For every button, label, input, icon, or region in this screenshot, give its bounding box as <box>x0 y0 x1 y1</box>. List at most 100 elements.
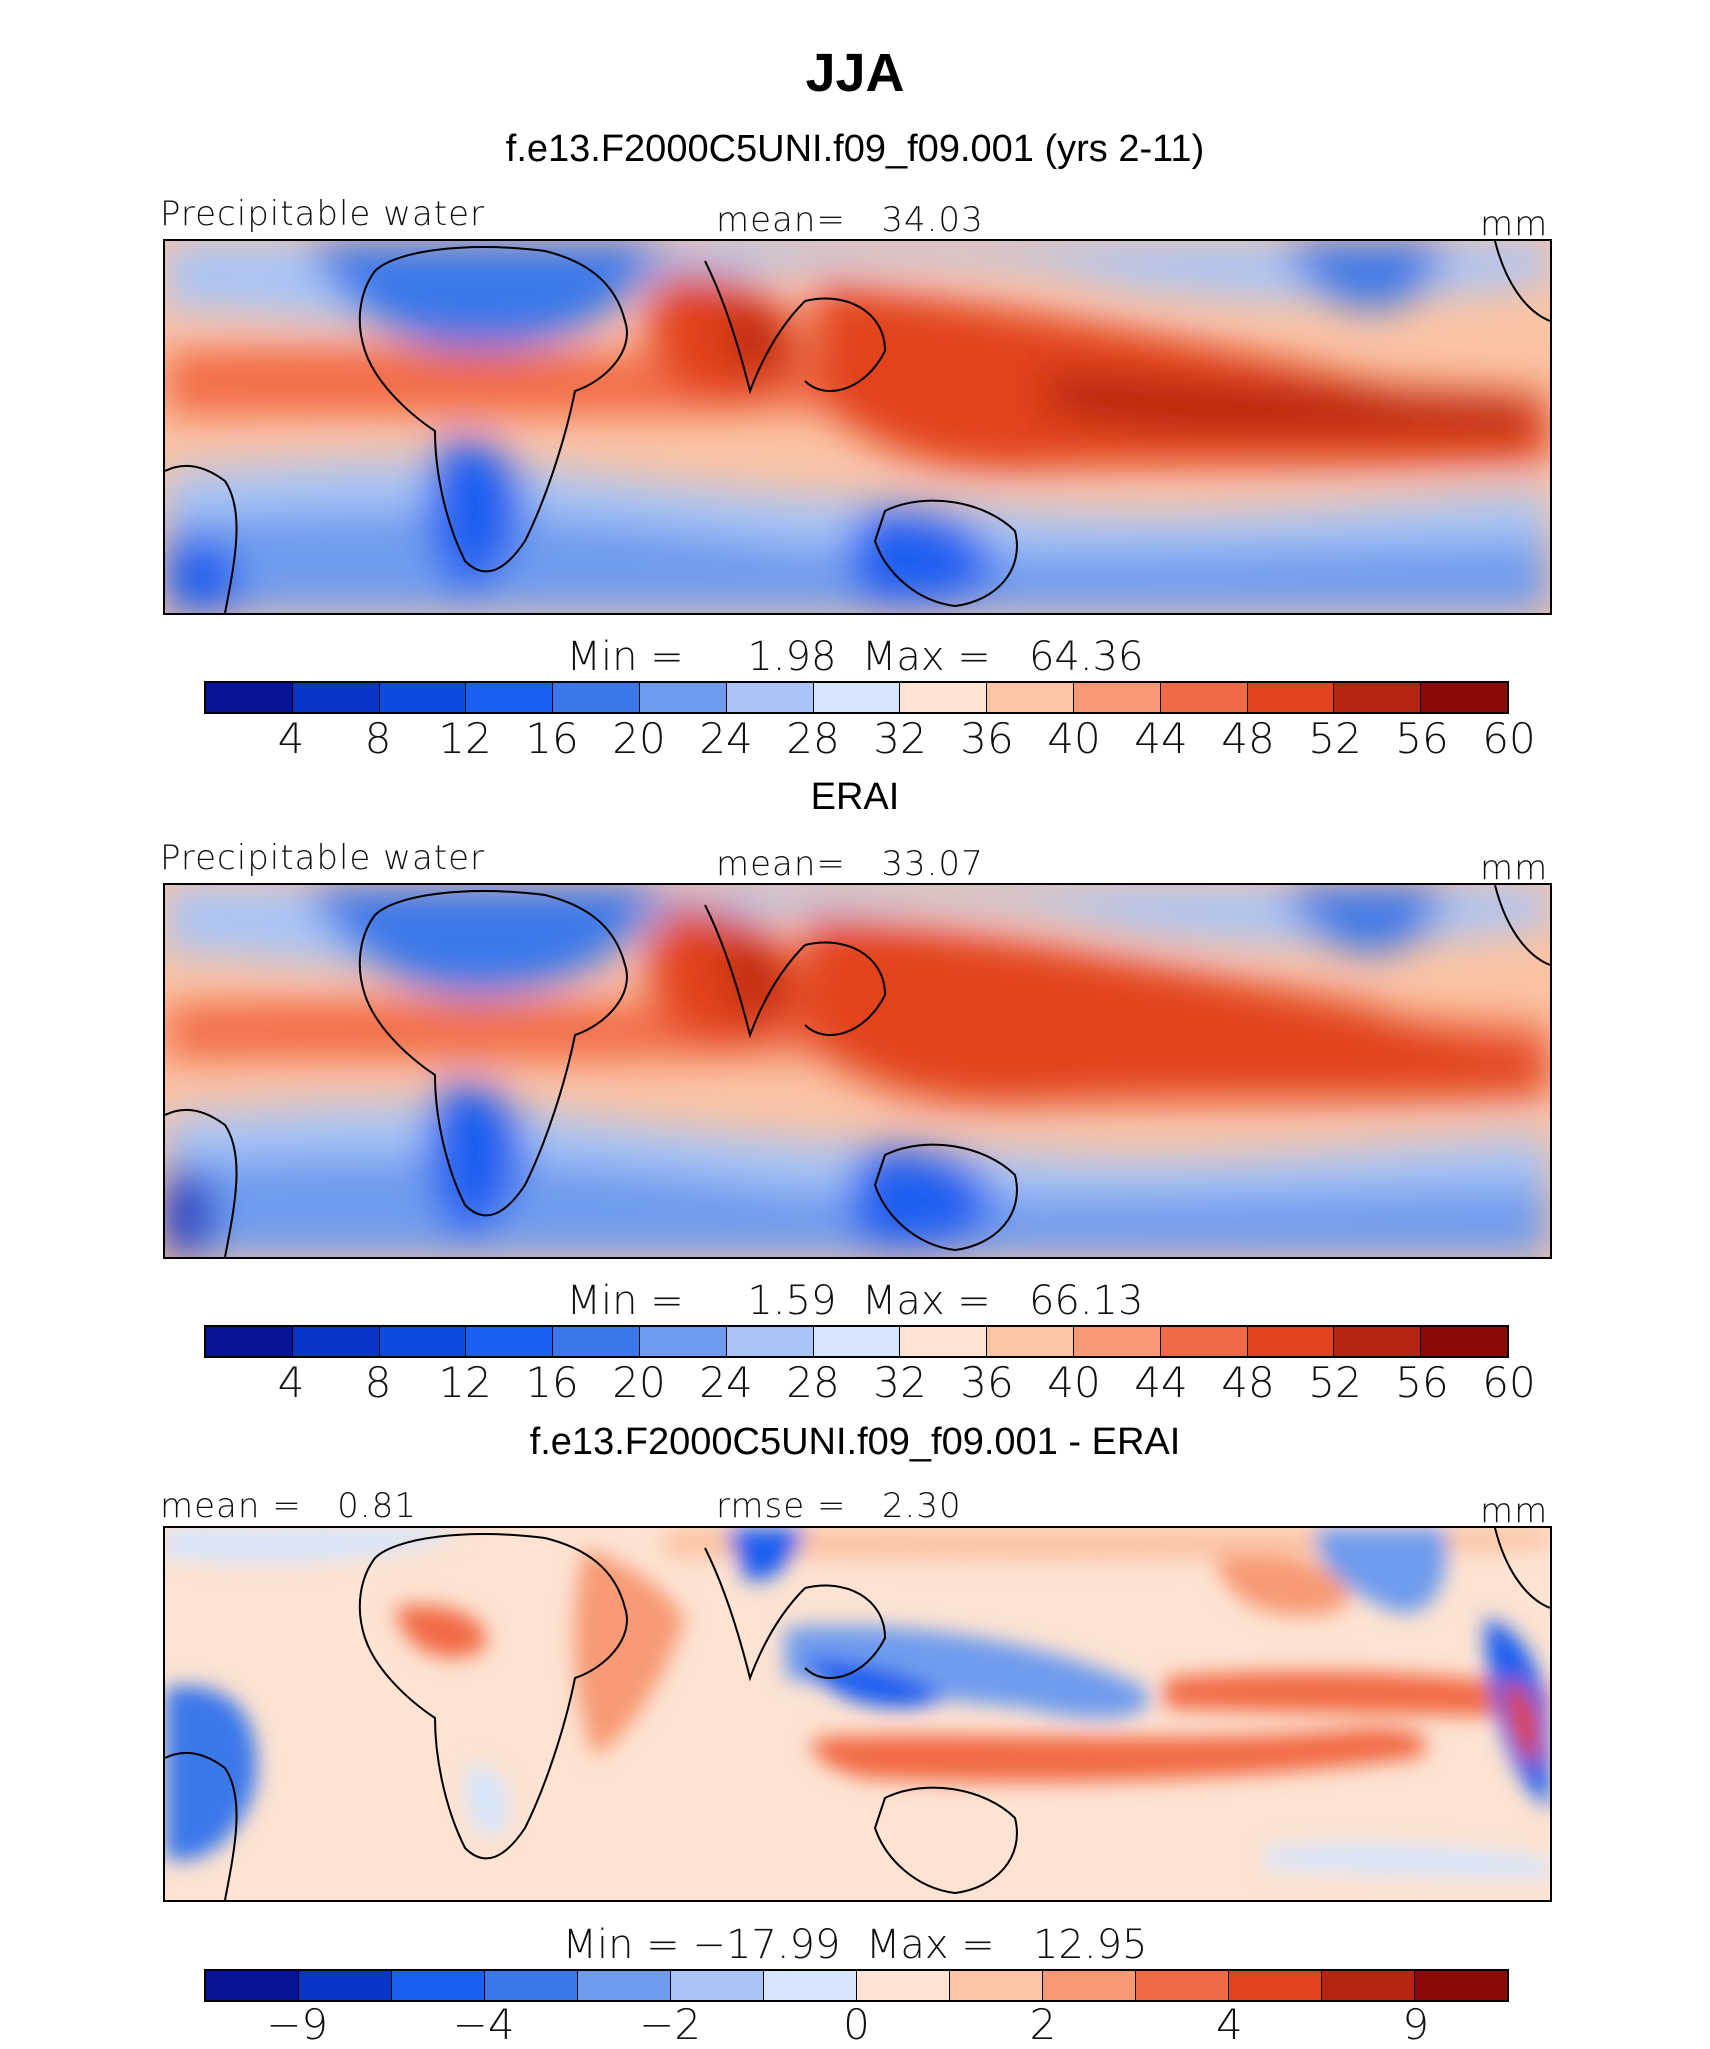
panel1-mean: mean= 34.03 <box>716 200 984 240</box>
panel3-colorbar-box <box>1322 1971 1415 2000</box>
panel3-colorbar-box <box>206 1971 299 2000</box>
panel2-units: mm <box>1480 848 1549 888</box>
panel3-max-label: Max = <box>865 1922 995 1968</box>
panel1-colorbar-box <box>726 683 814 712</box>
panel1-tick-label: 16 <box>525 714 579 763</box>
panel3-colorbar-ticks: −9 −4 −2 0 2 4 9 <box>204 2000 1509 2049</box>
panel2-tick-label: 44 <box>1134 1358 1188 1407</box>
panel2-colorbar-box <box>726 1327 814 1356</box>
panel1-tick-label: 24 <box>699 714 753 763</box>
panel1-tick-label: 28 <box>786 714 840 763</box>
panel3-max-value: 12.95 <box>1032 1922 1148 1968</box>
panel2-colorbar-box <box>206 1327 293 1356</box>
panel1-colorbar-ticks: 4 8 12 16 20 24 28 32 36 40 44 48 52 56 60 <box>204 714 1536 763</box>
panel3-colorbar-box <box>485 1971 578 2000</box>
panel2-tick-label: 12 <box>438 1358 492 1407</box>
panel1-tick-label: 48 <box>1221 714 1275 763</box>
panel1-tick-label: 32 <box>873 714 927 763</box>
panel1-tick-label: 60 <box>1482 714 1536 763</box>
panel2-colorbar-box <box>466 1327 554 1356</box>
panel3-minmax: Min = −17.99 Max = 12.95 <box>0 1922 1710 1968</box>
panel1-colorbar-box <box>206 683 293 712</box>
panel3-tick-label: −4 <box>452 2000 515 2049</box>
panel3-colorbar-box <box>1043 1971 1136 2000</box>
panel2-min-value: 1.59 <box>747 1278 837 1324</box>
panel1-colorbar-box <box>1421 683 1507 712</box>
panel3-colorbar-box <box>764 1971 857 2000</box>
panel3-colorbar-box <box>1229 1971 1322 2000</box>
panel3-tick-label: 0 <box>843 2000 870 2049</box>
panel2-colorbar-box <box>292 1327 380 1356</box>
panel2-min-label: Min = <box>566 1278 684 1324</box>
panel2-colorbar-box <box>379 1327 467 1356</box>
panel3-tick-label: 4 <box>1215 2000 1243 2049</box>
panel1-tick-label: 52 <box>1308 714 1362 763</box>
panel2-colorbar-ticks: 4 8 12 16 20 24 28 32 36 40 44 48 52 56 60 <box>204 1358 1536 1407</box>
panel1-colorbar-box <box>1334 683 1422 712</box>
panel3-map <box>163 1526 1552 1902</box>
panel1-colorbar-box <box>1247 683 1335 712</box>
panel1-colorbar-box <box>813 683 901 712</box>
panel2-colorbar-box <box>1334 1327 1422 1356</box>
panel2-tick-label: 32 <box>873 1358 927 1407</box>
panel1-title: f.e13.F2000C5UNI.f09_f09.001 (yrs 2-11) <box>505 128 1205 170</box>
panel3-mean: mean = 0.81 <box>160 1486 417 1526</box>
panel1-colorbar-box <box>900 683 988 712</box>
panel2-minmax: Min = 1.59 Max = 66.13 <box>0 1278 1710 1324</box>
panel1-colorbar-box <box>1160 683 1248 712</box>
panel1-min-label: Min = <box>566 634 684 680</box>
panel1-tick-label: 8 <box>364 714 392 763</box>
panel2-tick-label: 4 <box>277 1358 305 1407</box>
panel3-colorbar-box <box>392 1971 485 2000</box>
panel2-tick-label: 60 <box>1482 1358 1536 1407</box>
panel1-tick-label: 36 <box>960 714 1014 763</box>
panel1-colorbar-box <box>292 683 380 712</box>
panel3-colorbar-box <box>671 1971 764 2000</box>
panel1-tick-label: 56 <box>1395 714 1449 763</box>
figure-title: JJA <box>805 43 905 103</box>
panel1-tick-label: 20 <box>612 714 666 763</box>
panel3-min-label: Min = <box>562 1922 680 1968</box>
panel3-units: mm <box>1480 1491 1549 1531</box>
panel1-colorbar-box <box>466 683 554 712</box>
panel1-mean-label: mean= <box>716 200 846 240</box>
panel2-mean: mean= 33.07 <box>716 844 984 884</box>
panel1-map <box>163 239 1552 615</box>
panel2-colorbar-box <box>1073 1327 1161 1356</box>
panel1-colorbar-box <box>639 683 727 712</box>
panel1-tick-label: 44 <box>1134 714 1188 763</box>
panel3-tick-label: 9 <box>1402 2000 1430 2049</box>
panel3-colorbar-box <box>857 1971 950 2000</box>
panel2-variable: Precipitable water <box>160 838 486 878</box>
panel3-colorbar-box <box>1415 1971 1507 2000</box>
panel3-mean-label: mean = <box>160 1486 302 1526</box>
panel3-field <box>165 1528 1550 1900</box>
panel3-rmse-label: rmse = <box>716 1486 847 1526</box>
panel3-colorbar-box <box>950 1971 1043 2000</box>
panel2-mean-value: 33.07 <box>881 844 984 884</box>
panel1-max-label: Max = <box>861 634 991 680</box>
panel2-colorbar-box <box>553 1327 640 1356</box>
panel3-colorbar-box <box>578 1971 671 2000</box>
panel2-colorbar-box <box>1160 1327 1248 1356</box>
panel1-tick-label: 12 <box>438 714 492 763</box>
panel1-tick-label: 4 <box>277 714 305 763</box>
panel2-title: ERAI <box>810 776 900 818</box>
panel1-colorbar <box>204 681 1509 714</box>
panel1-variable: Precipitable water <box>160 194 486 234</box>
panel2-colorbar <box>204 1325 1509 1358</box>
panel2-mean-label: mean= <box>716 844 846 884</box>
panel2-colorbar-box <box>1247 1327 1335 1356</box>
panel1-max-value: 64.36 <box>1028 634 1144 680</box>
panel2-tick-label: 36 <box>960 1358 1014 1407</box>
panel2-map <box>163 883 1552 1259</box>
panel1-colorbar-box <box>1073 683 1161 712</box>
panel3-colorbar-box <box>299 1971 392 2000</box>
panel1-colorbar-box <box>379 683 467 712</box>
panel1-mean-value: 34.03 <box>881 200 984 240</box>
panel2-tick-label: 8 <box>364 1358 392 1407</box>
panel1-tick-label: 40 <box>1047 714 1101 763</box>
panel2-tick-label: 16 <box>525 1358 579 1407</box>
panel3-tick-label: −9 <box>266 2000 329 2049</box>
panel3-colorbar-box <box>1136 1971 1229 2000</box>
